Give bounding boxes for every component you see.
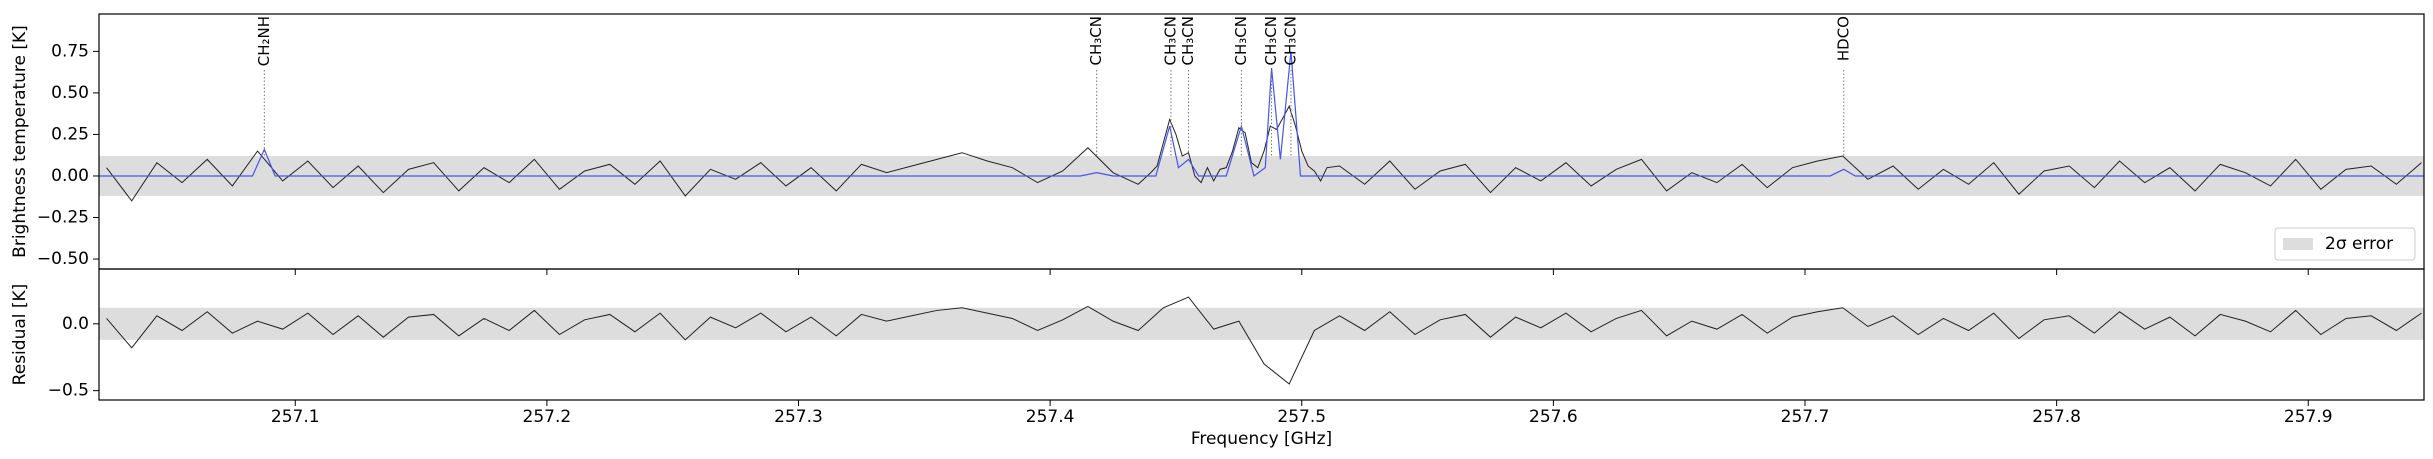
spectrum-line [99, 51, 2424, 177]
annotation-label: CH₂NH [255, 16, 273, 66]
x-tick-label: 257.2 [523, 407, 572, 427]
annotation-label: CH₃CN [1087, 16, 1105, 65]
x-tick-label: 257.9 [2284, 407, 2333, 427]
annotation-label: CH₃CN [1262, 16, 1280, 65]
spectrum-line [106, 104, 2422, 202]
annotation-label: CH₃CN [1179, 16, 1197, 65]
plot-area [99, 51, 2424, 202]
y-tick-label: −0.5 [48, 381, 89, 401]
y-tick-label: 0.50 [51, 83, 89, 103]
annotation-label: CH₃CN [1281, 16, 1299, 65]
legend-box [2274, 227, 2416, 261]
annotation-label: CH₃CN [1232, 16, 1250, 65]
x-tick-label: 257.8 [2032, 407, 2081, 427]
y-tick-label: −0.50 [37, 249, 89, 269]
y-axis-label: Residual [K] [10, 284, 30, 386]
x-tick-label: 257.6 [1529, 407, 1578, 427]
x-tick-label: 257.5 [1277, 407, 1326, 427]
spectrum-line [106, 296, 2422, 385]
x-tick-label: 257.7 [1781, 407, 1830, 427]
x-tick-label: 257.1 [271, 407, 320, 427]
x-tick-label: 257.4 [1026, 407, 1075, 427]
legend-label: 2σ error [2325, 234, 2393, 254]
y-tick-label: 0.0 [62, 314, 89, 334]
y-tick-label: 0.25 [51, 124, 89, 144]
annotation-label: CH₃CN [1161, 16, 1179, 65]
axes-frame [98, 268, 2425, 401]
plot-area [99, 296, 2424, 385]
y-tick-label: −0.25 [37, 208, 89, 228]
y-tick-label: 0.75 [51, 41, 89, 61]
error-band [99, 307, 2424, 340]
annotation-label: HDCO [1834, 16, 1852, 61]
legend-swatch [2283, 238, 2313, 250]
y-tick-label: 0.00 [51, 166, 89, 186]
x-tick-label: 257.3 [774, 407, 823, 427]
y-axis-label: Brightness temperature [K] [10, 25, 30, 258]
x-axis-label: Frequency [GHz] [1191, 429, 1332, 449]
